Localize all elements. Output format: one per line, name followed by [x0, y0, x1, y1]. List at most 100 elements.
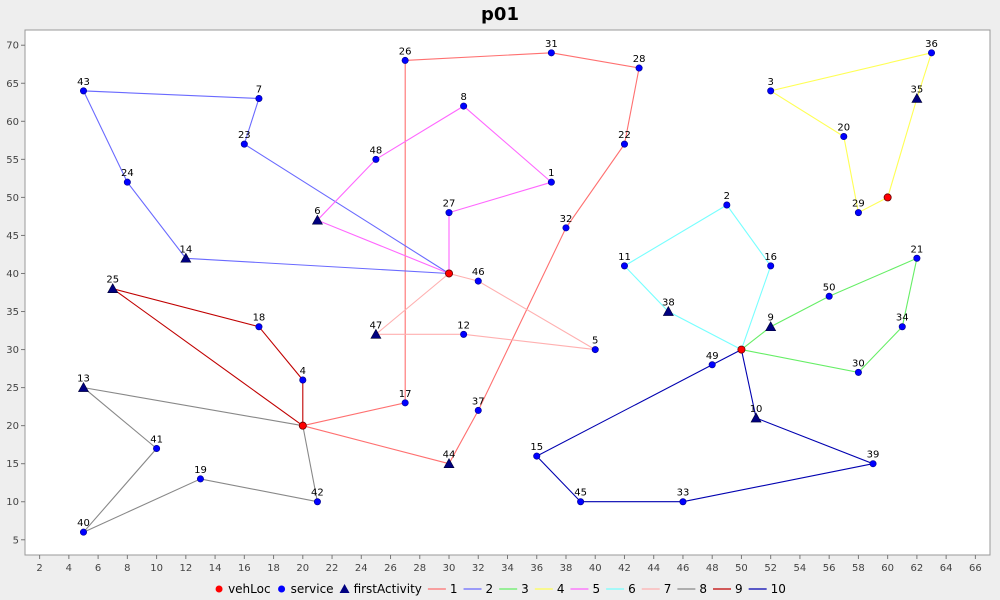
x-tick-label: 54: [794, 563, 807, 574]
first-activity-marker-9: [765, 321, 777, 332]
x-tick-label: 60: [881, 563, 894, 574]
service-point-11: [620, 262, 628, 270]
node-label-19: 19: [194, 465, 207, 476]
service-point-2: [723, 201, 731, 209]
node-label-2: 2: [724, 191, 730, 202]
x-tick-label: 34: [501, 563, 514, 574]
x-tick-label: 4: [66, 563, 72, 574]
y-tick-label: 45: [6, 231, 19, 242]
node-label-38: 38: [662, 298, 675, 309]
service-point-7: [255, 94, 263, 102]
node-label-44: 44: [443, 450, 456, 461]
x-tick-label: 46: [677, 563, 690, 574]
x-tick-label: 44: [647, 563, 660, 574]
y-tick-label: 30: [6, 345, 19, 356]
legend-item-10: 10: [748, 582, 786, 596]
node-label-41: 41: [150, 434, 163, 445]
y-tick-label: 55: [6, 155, 19, 166]
node-label-49: 49: [706, 351, 719, 362]
legend-item-3: 3: [499, 582, 529, 596]
legend-label: service: [291, 582, 334, 596]
node-label-33: 33: [677, 488, 690, 499]
route-line-6: [623, 204, 772, 351]
route-line-10: [535, 349, 875, 503]
service-point-37: [474, 406, 482, 414]
axes-layer: 2 4 6 8 10 12 14 16 18 20 22 24 26 28 30 32 34 36 38 40 42 44…: [6, 41, 981, 574]
first-activity-marker-38: [662, 305, 674, 316]
node-label-37: 37: [472, 396, 485, 407]
node-label-32: 32: [560, 214, 573, 225]
service-point-28: [635, 64, 643, 72]
service-point-33: [679, 498, 687, 506]
x-tick-label: 64: [940, 563, 953, 574]
service-point-22: [620, 140, 628, 148]
plot-area: [24, 29, 991, 556]
node-label-11: 11: [618, 252, 631, 263]
legend-item-2: 2: [463, 582, 493, 596]
node-label-22: 22: [618, 130, 631, 141]
service-point-1: [547, 178, 555, 186]
node-label-47: 47: [370, 320, 383, 331]
node-label-42: 42: [311, 488, 324, 499]
service-point-23: [240, 140, 248, 148]
x-tick-label: 42: [618, 563, 631, 574]
service-point-29: [854, 209, 862, 217]
legend-item-9: 9: [713, 582, 743, 596]
service-point-27: [445, 209, 453, 217]
legend-item-8: 8: [677, 582, 707, 596]
first-activity-marker-6: [311, 214, 323, 225]
service-point-5: [591, 346, 599, 354]
legend: vehLoc service firstActivity 1 2 3 4 5 6 7 8 9 10: [215, 582, 786, 596]
service-point-12: [460, 330, 468, 338]
legend-item-vehLoc: vehLoc: [215, 582, 271, 596]
node-label-26: 26: [399, 46, 412, 57]
x-tick-label: 48: [706, 563, 719, 574]
y-tick-label: 40: [6, 269, 19, 280]
node-label-29: 29: [852, 199, 865, 210]
node-label-34: 34: [896, 313, 909, 324]
service-point-41: [153, 444, 161, 452]
service-point-39: [869, 460, 877, 468]
service-point-36: [928, 49, 936, 57]
node-label-14: 14: [179, 244, 192, 255]
node-label-31: 31: [545, 39, 558, 50]
y-tick-label: 60: [6, 117, 19, 128]
node-label-28: 28: [633, 54, 646, 65]
node-label-21: 21: [911, 244, 924, 255]
x-tick-label: 32: [472, 563, 485, 574]
legend-item-5: 5: [570, 582, 600, 596]
node-label-10: 10: [750, 404, 763, 415]
node-label-16: 16: [764, 252, 777, 263]
x-tick-label: 20: [296, 563, 309, 574]
service-point-26: [401, 56, 409, 64]
legend-item-7: 7: [641, 582, 671, 596]
x-tick-label: 2: [36, 563, 42, 574]
x-tick-label: 18: [267, 563, 280, 574]
x-tick-label: 30: [443, 563, 456, 574]
nodes-layer: [77, 49, 936, 536]
node-label-48: 48: [370, 145, 383, 156]
vehicle-location-2: [298, 421, 307, 430]
legend-item-4: 4: [534, 582, 564, 596]
node-label-12: 12: [457, 320, 470, 331]
chart-title: p01: [481, 4, 519, 25]
node-label-9: 9: [767, 313, 773, 324]
node-label-35: 35: [911, 84, 924, 95]
legend-item-6: 6: [606, 582, 636, 596]
service-point-45: [577, 498, 585, 506]
x-tick-label: 52: [764, 563, 777, 574]
legend-label: 1: [450, 582, 458, 596]
x-tick-label: 22: [326, 563, 339, 574]
node-label-8: 8: [460, 92, 466, 103]
node-label-1: 1: [548, 168, 554, 179]
service-point-49: [708, 361, 716, 369]
first-activity-marker-44: [443, 458, 455, 468]
legend-symbol: [215, 585, 223, 593]
x-tick-label: 24: [355, 563, 368, 574]
legend-label: 10: [771, 582, 786, 596]
node-labels-layer: 1234567891011121314151617181920212223242…: [77, 39, 938, 529]
first-activity-marker-10: [750, 412, 762, 423]
vehicle-location-1: [445, 269, 454, 278]
